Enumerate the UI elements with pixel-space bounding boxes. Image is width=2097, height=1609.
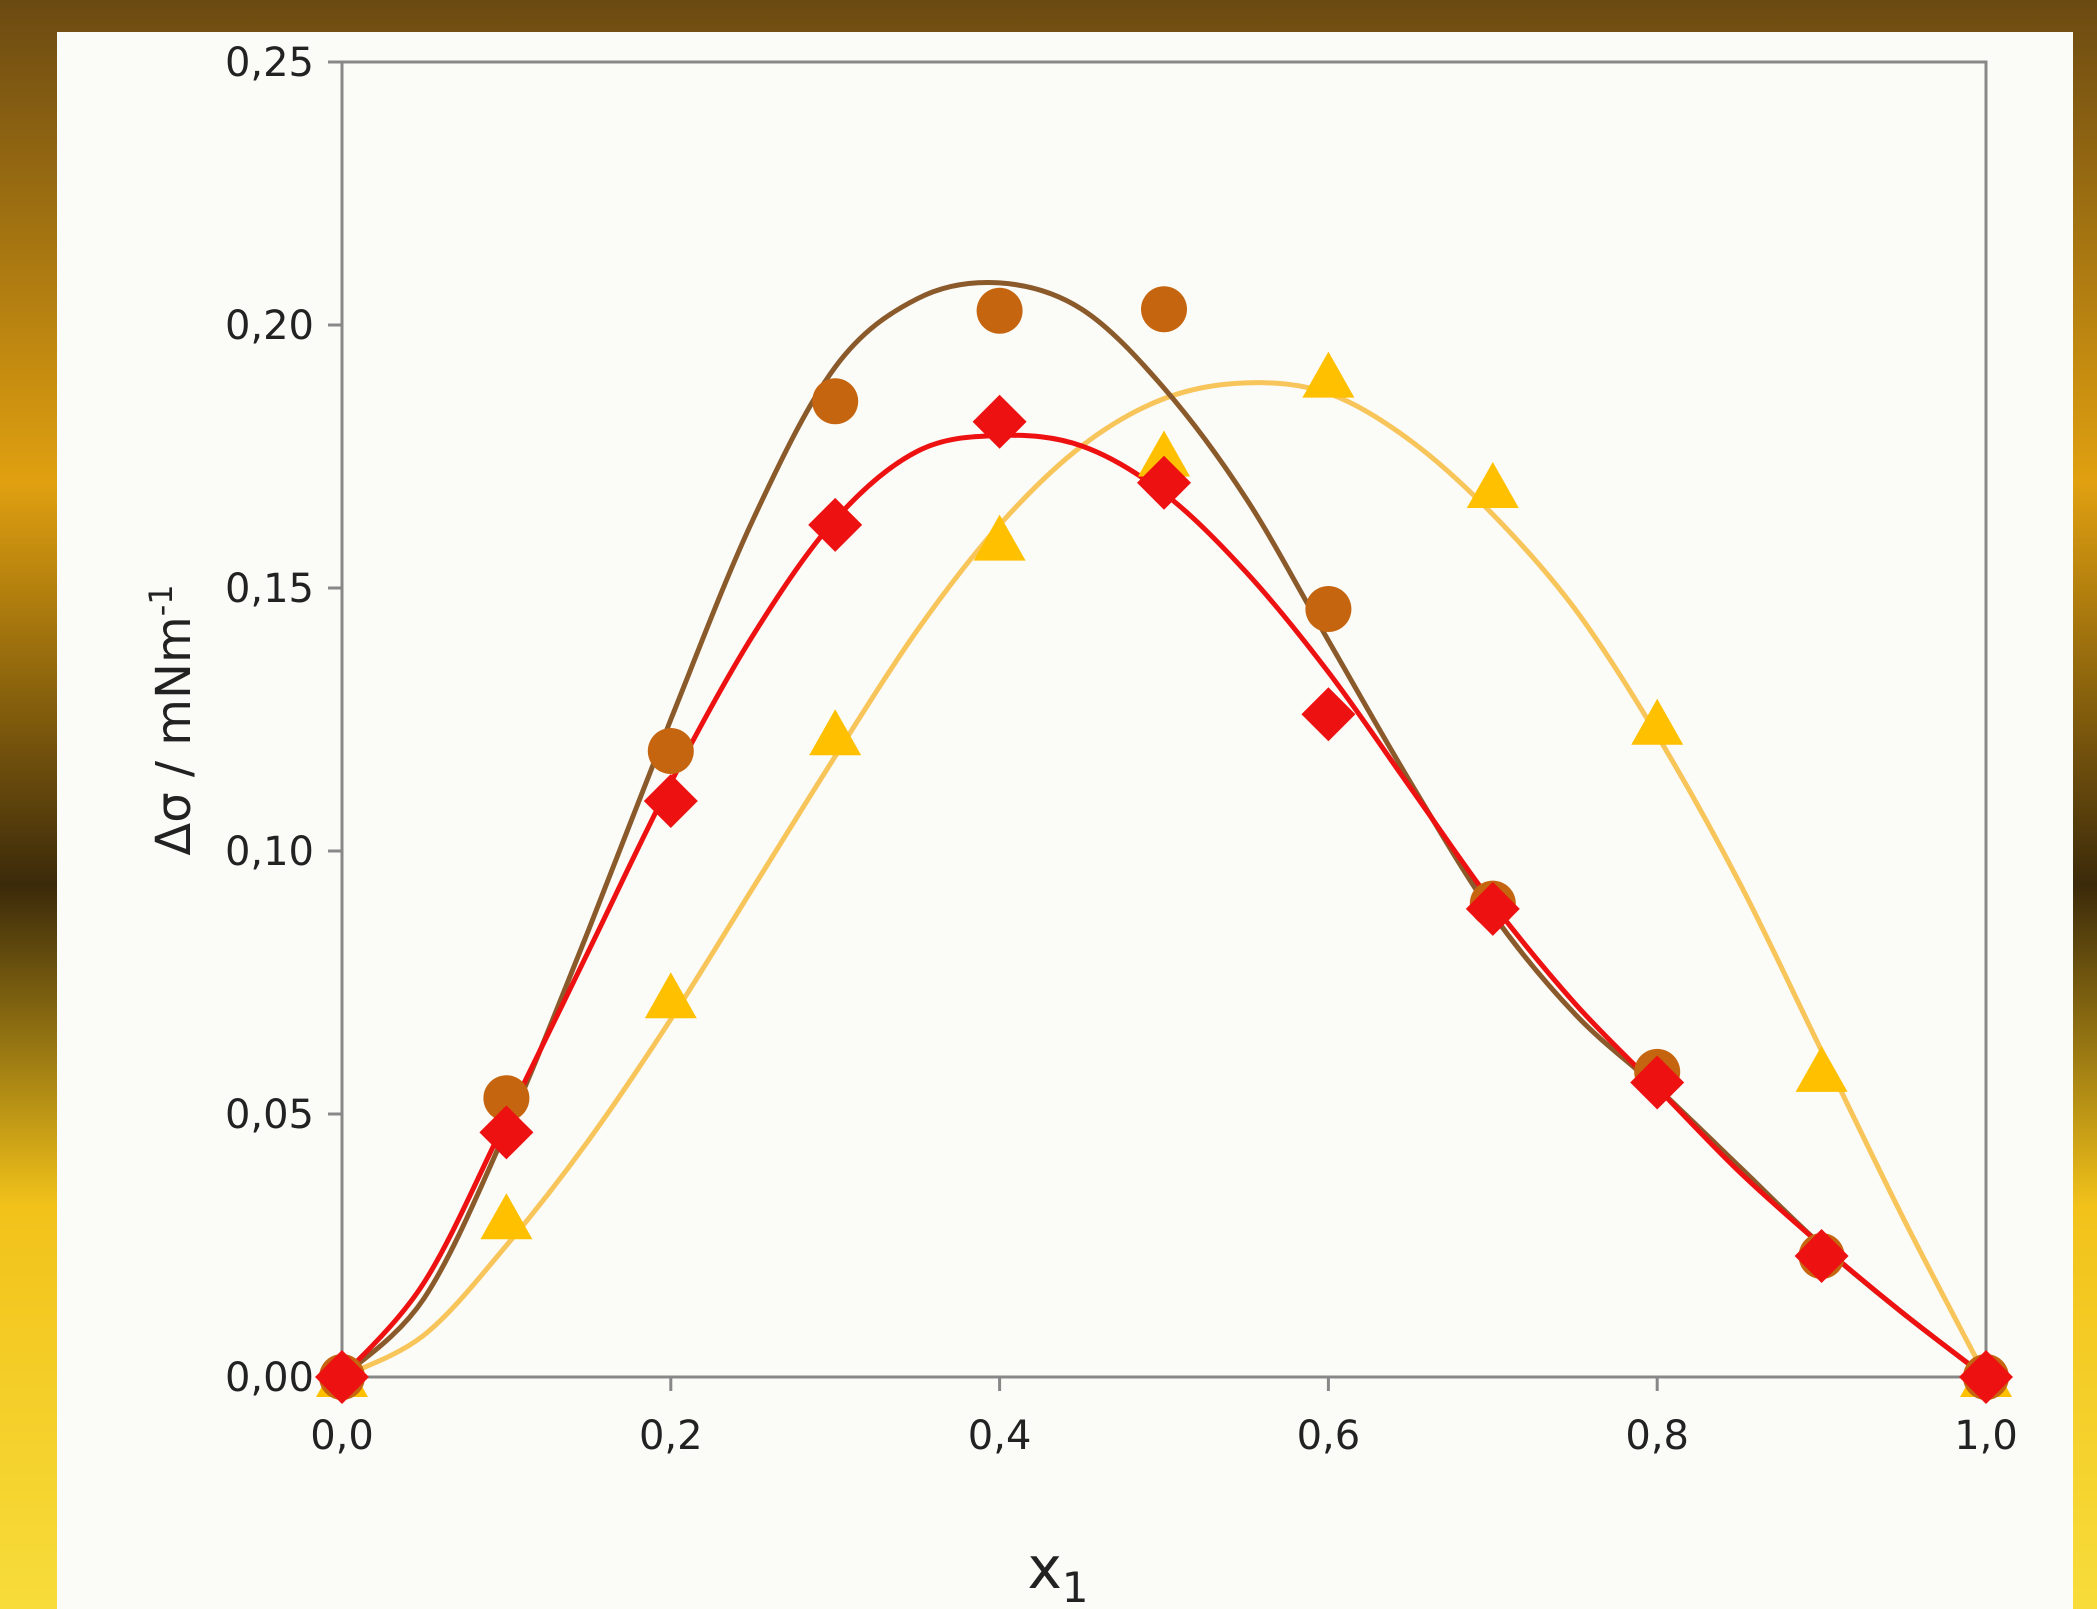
x-axis-label-text: x bbox=[1027, 1534, 1061, 1602]
x-tick-label: 1,0 bbox=[1954, 1413, 2018, 1459]
point-circle bbox=[977, 288, 1023, 334]
x-axis-label-sub: 1 bbox=[1062, 1563, 1089, 1609]
y-tick-label: 0,00 bbox=[225, 1355, 314, 1401]
x-tick-label: 0,6 bbox=[1297, 1413, 1361, 1459]
x-tick-label: 0,0 bbox=[310, 1413, 374, 1459]
y-tick-label: 0,05 bbox=[225, 1092, 314, 1138]
x-tick-label: 0,8 bbox=[1625, 1413, 1689, 1459]
y-tick-label: 0,20 bbox=[225, 303, 314, 349]
point-circle bbox=[1141, 286, 1187, 332]
point-circle bbox=[1305, 586, 1351, 632]
point-circle bbox=[648, 728, 694, 774]
y-axis-label-text: Δσ / mNm bbox=[146, 616, 202, 855]
y-tick-label: 0,25 bbox=[225, 40, 314, 86]
y-axis-label: Δσ / mNm-1 bbox=[142, 584, 202, 855]
chart: Δσ / mNm-1 x1 0,00 0,05 0,10 0,15 0,20 0,25 0,… bbox=[0, 0, 2097, 1609]
point-circle bbox=[812, 378, 858, 424]
x-tick-label: 0,4 bbox=[968, 1413, 1032, 1459]
y-tick-label: 0,10 bbox=[225, 829, 314, 875]
x-tick-label: 0,2 bbox=[639, 1413, 703, 1459]
y-axis-label-sup: -1 bbox=[142, 584, 180, 616]
y-tick-label: 0,15 bbox=[225, 566, 314, 612]
